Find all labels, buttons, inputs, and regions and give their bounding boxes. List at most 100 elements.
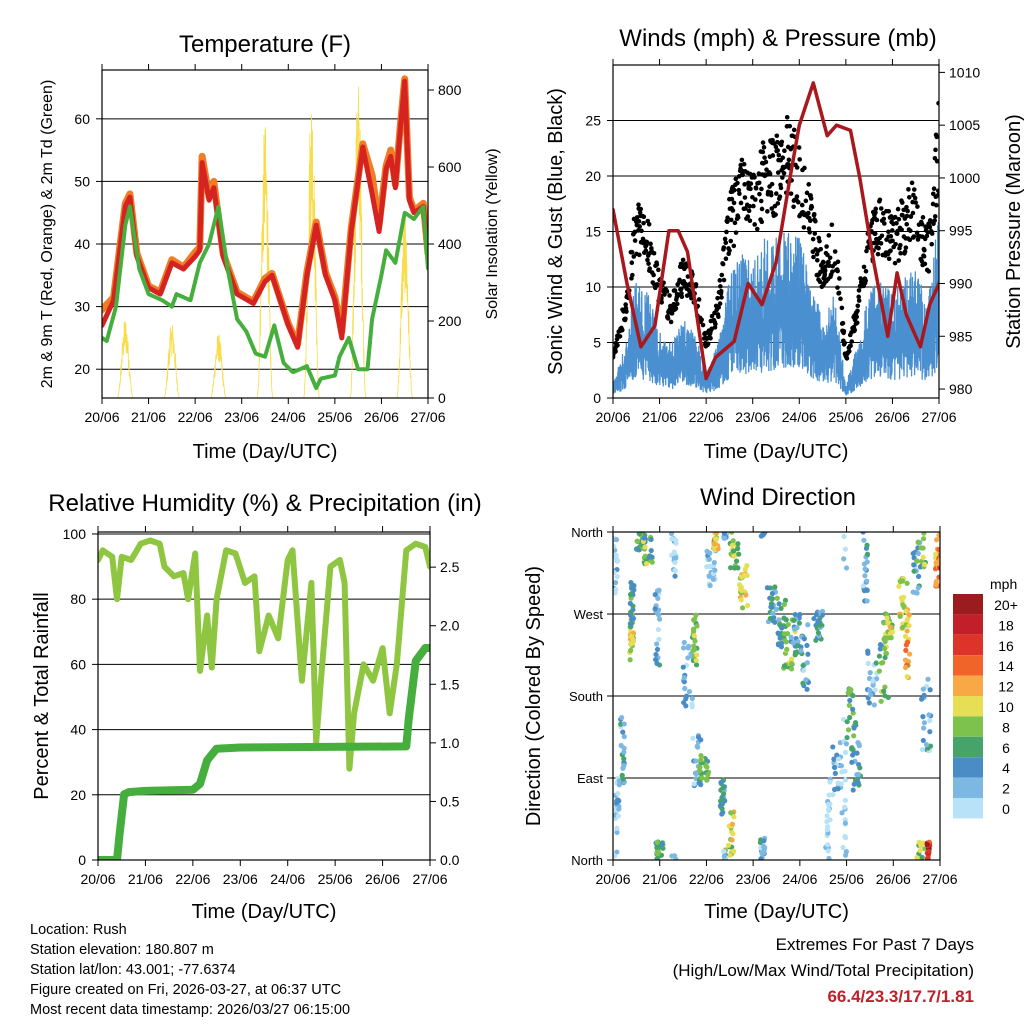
wind-direction-point xyxy=(915,539,921,545)
gust-point xyxy=(794,194,800,199)
wind-direction-point xyxy=(706,573,712,579)
gust-point xyxy=(935,188,939,194)
gust-point xyxy=(804,190,810,196)
y-tick-label: 30 xyxy=(74,299,90,315)
wind-direction-point xyxy=(827,779,833,785)
gust-point xyxy=(646,221,652,227)
wind-direction-point xyxy=(921,532,927,536)
wind-direction-point xyxy=(831,764,838,770)
wind-direction-point xyxy=(695,744,701,750)
wind-direction-point xyxy=(689,695,695,702)
wind-direction-point xyxy=(649,559,655,565)
wind-direction-point xyxy=(826,855,832,860)
gust-point xyxy=(810,236,816,242)
wind-direction-point xyxy=(725,842,732,848)
gust-point xyxy=(613,349,618,354)
y-right-tick-label: 2.0 xyxy=(440,618,460,634)
y-right-tick-label: 600 xyxy=(438,159,462,175)
wind-direction-point xyxy=(900,578,906,584)
gust-point xyxy=(908,228,913,234)
wind-direction-point xyxy=(824,827,830,833)
wind-direction-point xyxy=(693,662,700,668)
wind-direction-point xyxy=(804,686,810,692)
gust-point xyxy=(820,259,826,265)
wind-direction-point xyxy=(703,776,709,782)
wind-direction-point xyxy=(924,841,930,848)
gust-point xyxy=(814,251,820,257)
gust-point xyxy=(811,211,817,217)
gust-point xyxy=(826,259,831,265)
wind-direction-point xyxy=(790,640,796,646)
wind-direction-point xyxy=(824,842,831,848)
wind-direction-point xyxy=(864,542,870,548)
wind-direction-point xyxy=(634,538,641,545)
wind-direction-point xyxy=(843,741,850,747)
wind-direction-point xyxy=(654,839,660,845)
wind-direction-point xyxy=(903,647,909,653)
wind-direction-point xyxy=(871,702,877,708)
wind-direction-point xyxy=(691,633,697,639)
x-tick-label: 27/06 xyxy=(921,409,956,425)
wind-direction-point xyxy=(706,556,712,562)
gust-point xyxy=(803,198,809,204)
x-axis-label: Time (Day/UTC) xyxy=(704,441,849,463)
wind-direction-point xyxy=(738,597,744,603)
station-elevation: Station elevation: 180.807 m xyxy=(30,942,214,958)
y-right-tick-label: 990 xyxy=(949,275,973,291)
gust-point xyxy=(934,158,939,164)
wind-direction-point xyxy=(621,762,627,769)
wind-direction-point xyxy=(615,813,621,819)
gust-point xyxy=(770,153,776,158)
gust-point xyxy=(759,219,765,225)
wind-direction-point xyxy=(920,554,926,560)
wind-direction-point xyxy=(628,633,634,639)
wind-direction-point xyxy=(728,828,734,835)
gust-point xyxy=(813,218,818,224)
x-tick-label: 25/06 xyxy=(828,409,863,425)
wind-direction-point xyxy=(721,791,727,797)
x-axis-label: Time (Day/UTC) xyxy=(193,441,338,463)
y-right-tick-label: 1000 xyxy=(949,170,980,186)
wind-direction-point xyxy=(868,692,874,698)
gust-point xyxy=(802,165,807,171)
gust-point xyxy=(716,314,721,320)
gust-point xyxy=(641,214,647,220)
wind-direction-point xyxy=(778,605,784,611)
x-tick-label: 26/06 xyxy=(364,409,399,425)
gust-point xyxy=(787,123,793,129)
legend-label: 6 xyxy=(1002,740,1010,756)
wind-direction-point xyxy=(691,617,697,623)
wind-direction-point xyxy=(904,617,910,623)
legend-label: 18 xyxy=(998,617,1014,633)
wind-direction-point xyxy=(785,621,791,628)
gust-point xyxy=(929,231,935,236)
wind-direction-point xyxy=(840,844,846,851)
gust-point xyxy=(775,201,781,206)
wind-direction-point xyxy=(919,747,926,753)
gust-point xyxy=(919,258,925,264)
wind-direction-point xyxy=(721,853,727,859)
wind-direction-point xyxy=(842,768,848,774)
wind-direction-point xyxy=(927,729,933,735)
pressure-line xyxy=(613,81,939,381)
wind-direction-point xyxy=(621,756,627,762)
gust-point xyxy=(796,145,802,150)
wind-direction-point xyxy=(844,719,850,725)
wind-direction-point xyxy=(628,647,634,654)
gust-point xyxy=(740,172,745,178)
x-tick-label: 23/06 xyxy=(224,409,259,425)
wind-direction-point xyxy=(830,791,836,798)
gust-point xyxy=(735,180,740,186)
wind-direction-point xyxy=(685,655,691,661)
wind-direction-point xyxy=(770,610,776,616)
y-right-tick-label: 1010 xyxy=(949,64,980,80)
wind-direction-point xyxy=(904,580,910,586)
x-tick-label: 23/06 xyxy=(223,871,258,887)
wind-direction-point xyxy=(729,532,735,535)
gust-point xyxy=(898,242,903,248)
gust-point xyxy=(892,214,898,220)
gust-point xyxy=(742,195,748,200)
gust-point xyxy=(855,308,860,314)
wind-direction-point xyxy=(613,580,619,586)
gust-point xyxy=(786,162,791,167)
